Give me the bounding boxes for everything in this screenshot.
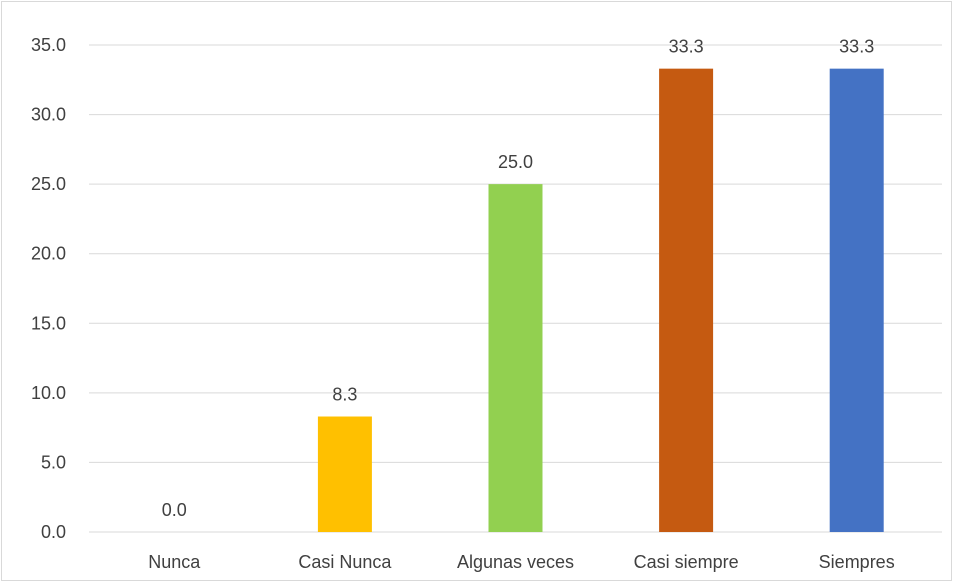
bar-casi-siempre [659, 68, 714, 532]
data-label: 25.0 [498, 152, 533, 172]
y-tick-label: 20.0 [31, 244, 66, 264]
x-tick-label: Siempres [819, 552, 895, 572]
data-labels: 0.0 8.3 25.0 33.3 33.3 [162, 37, 874, 520]
data-label: 33.3 [669, 37, 704, 57]
y-tick-label: 15.0 [31, 313, 66, 333]
bar-casi-nunca [317, 416, 372, 532]
y-tick-label: 35.0 [31, 35, 66, 55]
y-tick-label: 10.0 [31, 383, 66, 403]
y-tick-label: 5.0 [41, 452, 66, 472]
y-tick-label: 25.0 [31, 174, 66, 194]
x-tick-label: Nunca [148, 552, 201, 572]
x-tick-label: Casi Nunca [298, 552, 392, 572]
data-label: 33.3 [839, 37, 874, 57]
data-label: 0.0 [162, 500, 187, 520]
x-tick-label: Algunas veces [457, 552, 574, 572]
bars [317, 68, 884, 532]
data-label: 8.3 [332, 385, 357, 405]
bar-siempres [829, 68, 884, 532]
x-axis-tick-labels: Nunca Casi Nunca Algunas veces Casi siempre… [148, 552, 894, 572]
y-tick-label: 0.0 [41, 522, 66, 542]
y-axis-tick-labels: 0.0 5.0 10.0 15.0 20.0 25.0 30.0 35.0 [31, 35, 66, 542]
y-tick-label: 30.0 [31, 105, 66, 125]
x-tick-label: Casi siempre [634, 552, 739, 572]
bar-algunas-veces [488, 184, 543, 532]
